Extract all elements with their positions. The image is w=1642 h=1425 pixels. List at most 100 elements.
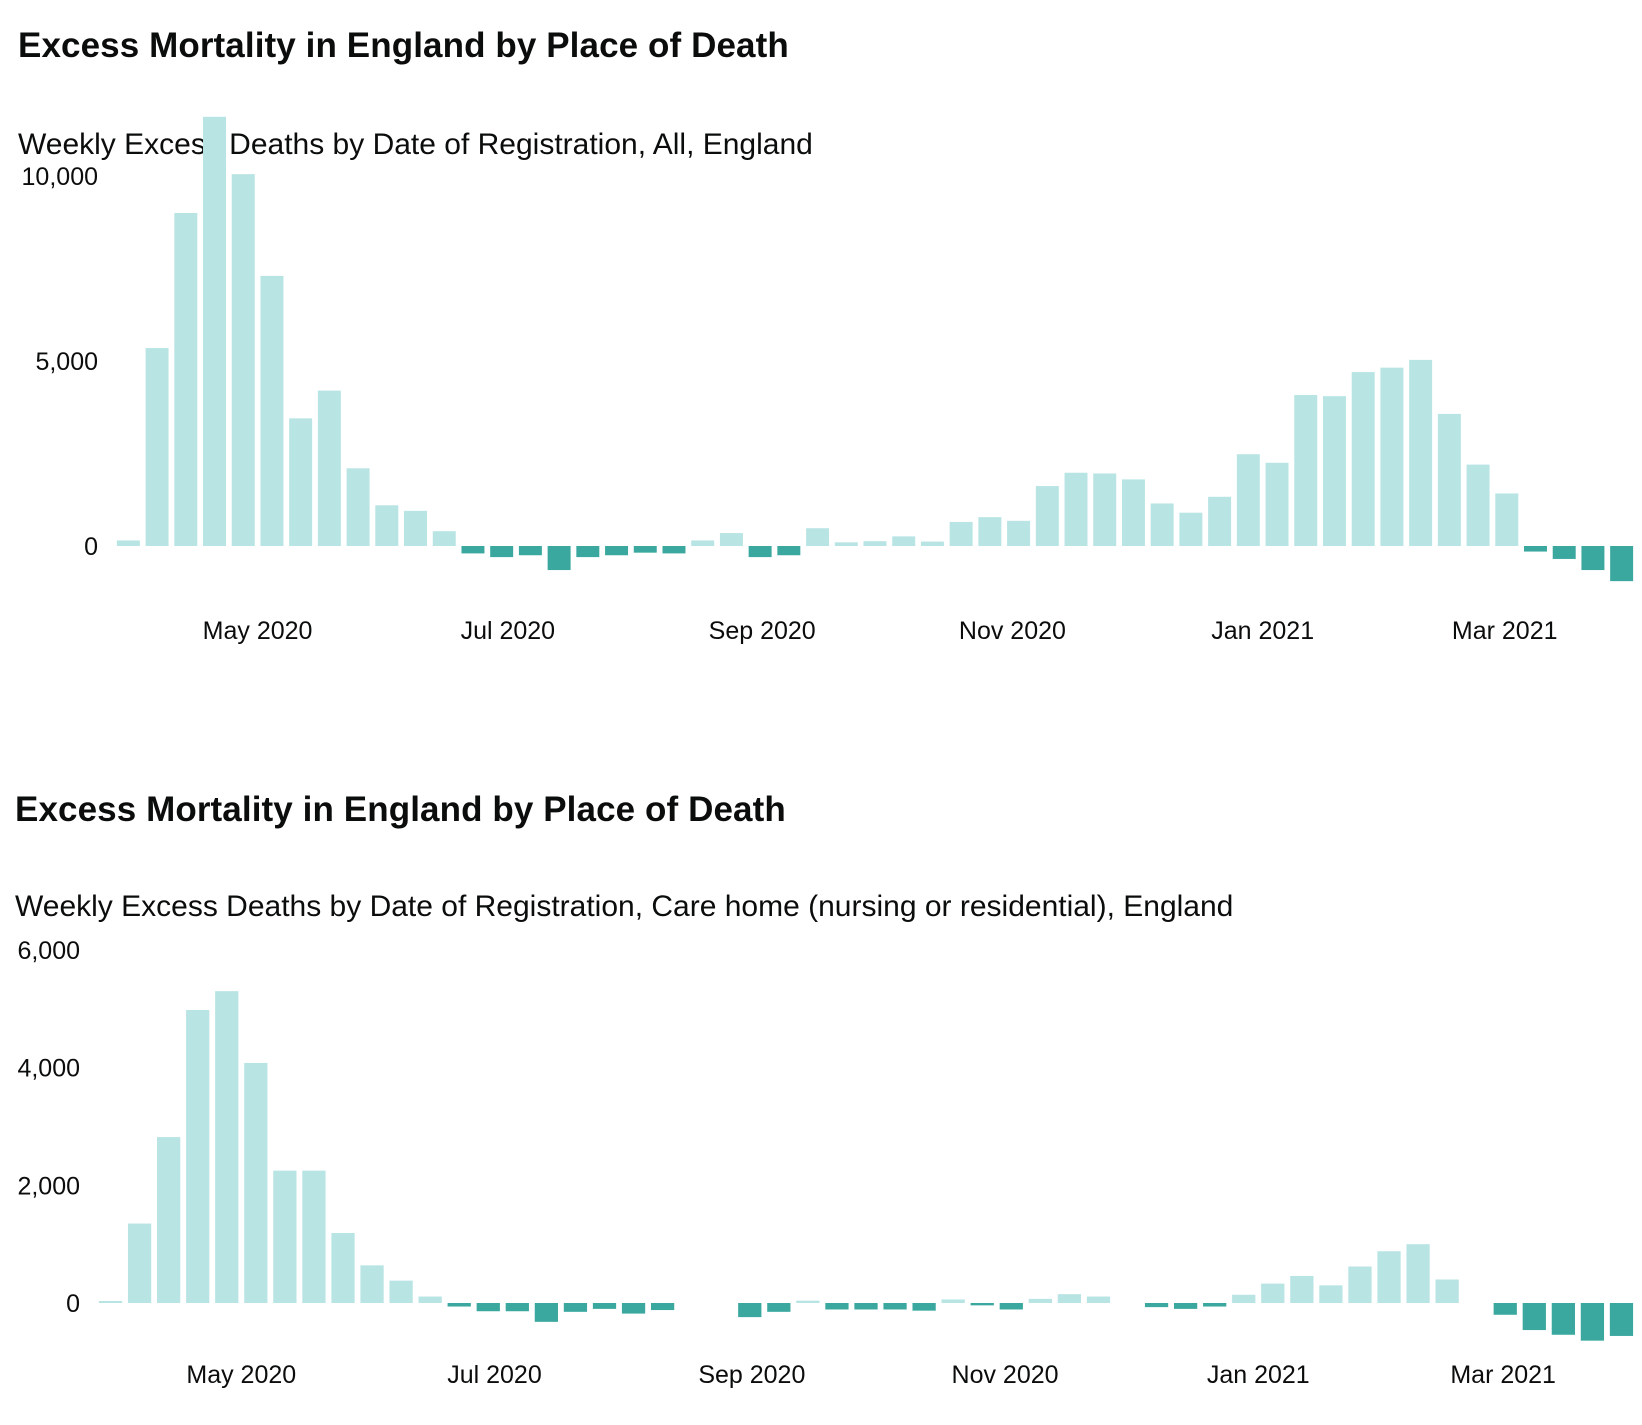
bar — [518, 546, 542, 556]
bar — [1086, 1296, 1111, 1303]
bar — [331, 1232, 355, 1303]
bar — [576, 546, 600, 558]
bar — [892, 536, 916, 546]
bar — [273, 1170, 297, 1304]
bar — [1552, 546, 1576, 559]
x-tick-label: Mar 2021 — [1450, 1361, 1556, 1389]
bar-chart-care-home: 0 2,000 4,000 6,000 May 2020 Jul 2020 Sep 2020… — [17, 937, 1634, 1389]
bar — [346, 468, 370, 546]
bar — [1035, 486, 1059, 546]
bar — [1581, 546, 1605, 571]
bar — [1522, 1303, 1546, 1331]
bar — [1351, 372, 1375, 546]
bar — [1064, 472, 1088, 546]
bar — [1294, 395, 1318, 546]
x-tick-label: Mar 2021 — [1452, 617, 1558, 645]
bar — [505, 1303, 529, 1312]
bar — [389, 1280, 413, 1303]
bar — [920, 541, 944, 546]
bar — [863, 541, 887, 546]
chart-panel-all: Excess Mortality in England by Place of … — [18, 26, 1634, 645]
bar — [796, 1300, 820, 1303]
bar — [1437, 413, 1461, 546]
bar — [1261, 1283, 1285, 1303]
bar — [260, 275, 284, 546]
bar — [203, 116, 226, 547]
x-tick-label: Nov 2020 — [952, 1361, 1059, 1389]
bar — [1610, 546, 1634, 582]
bar — [978, 517, 1002, 546]
bar — [825, 1303, 849, 1310]
bar — [1348, 1266, 1372, 1303]
bar — [1290, 1275, 1314, 1303]
bar — [360, 1265, 384, 1303]
bar — [1121, 479, 1145, 546]
bar — [1174, 1303, 1198, 1309]
bar — [289, 418, 313, 546]
bar — [592, 1303, 617, 1309]
bar — [621, 1303, 646, 1314]
x-tick-label: Sep 2020 — [698, 1361, 805, 1389]
bar — [215, 991, 239, 1303]
bar — [738, 1303, 762, 1318]
bar — [476, 1303, 500, 1312]
bar — [1144, 1303, 1169, 1308]
bar — [317, 390, 341, 546]
bar — [145, 348, 169, 546]
y-tick-label: 0 — [66, 1290, 80, 1318]
bar — [1551, 1303, 1575, 1335]
bar — [1609, 1303, 1634, 1336]
bar — [547, 546, 571, 571]
bar — [302, 1170, 326, 1304]
bar — [244, 1062, 268, 1303]
bar — [1524, 546, 1547, 552]
bar — [748, 546, 772, 558]
bar-chart-all: 0 5,000 10,000 May 2020 Jul 2020 Sep 2020 Nov … — [22, 116, 1634, 645]
x-tick-label: Jul 2020 — [461, 617, 556, 645]
bar — [98, 1301, 123, 1303]
chart-title: Excess Mortality in England by Place of … — [18, 26, 789, 65]
bar — [854, 1303, 878, 1310]
bar — [1406, 1244, 1430, 1303]
bar — [231, 174, 255, 546]
x-tick-label: May 2020 — [186, 1361, 296, 1389]
bar — [461, 546, 485, 554]
bar — [1495, 493, 1519, 546]
bar — [1322, 396, 1346, 546]
bar — [1580, 1303, 1605, 1341]
bar — [1179, 512, 1203, 546]
chart-subtitle: Weekly Excess Deaths by Date of Registra… — [15, 890, 1234, 923]
y-tick-label: 2,000 — [17, 1172, 80, 1200]
bar — [1203, 1303, 1227, 1307]
bar — [174, 213, 198, 546]
bar — [404, 510, 428, 546]
bar — [605, 546, 629, 556]
bar — [1150, 503, 1174, 546]
bar — [1028, 1298, 1052, 1303]
bar — [1236, 454, 1260, 546]
bar — [1057, 1294, 1082, 1303]
bar — [1007, 520, 1031, 546]
bar — [691, 540, 715, 546]
bar — [662, 546, 686, 554]
x-tick-label: Jan 2021 — [1211, 617, 1314, 645]
bar — [806, 528, 830, 546]
y-tick-label: 5,000 — [35, 348, 98, 376]
bar — [1409, 359, 1433, 546]
bar — [157, 1137, 181, 1303]
chart-panel-care-home: Excess Mortality in England by Place of … — [0, 760, 1642, 1425]
bar — [1466, 464, 1490, 546]
y-tick-label: 10,000 — [22, 163, 98, 191]
bar — [941, 1299, 965, 1303]
x-tick-label: Sep 2020 — [709, 617, 816, 645]
bar — [1380, 367, 1404, 546]
bar — [1319, 1285, 1343, 1303]
bar — [912, 1303, 936, 1311]
bar — [1093, 473, 1117, 546]
x-tick-label: Nov 2020 — [959, 617, 1066, 645]
bar — [490, 546, 514, 558]
bar — [1265, 462, 1289, 546]
bar — [1232, 1294, 1256, 1303]
bar — [999, 1303, 1023, 1310]
x-tick-label: Jul 2020 — [447, 1361, 542, 1389]
